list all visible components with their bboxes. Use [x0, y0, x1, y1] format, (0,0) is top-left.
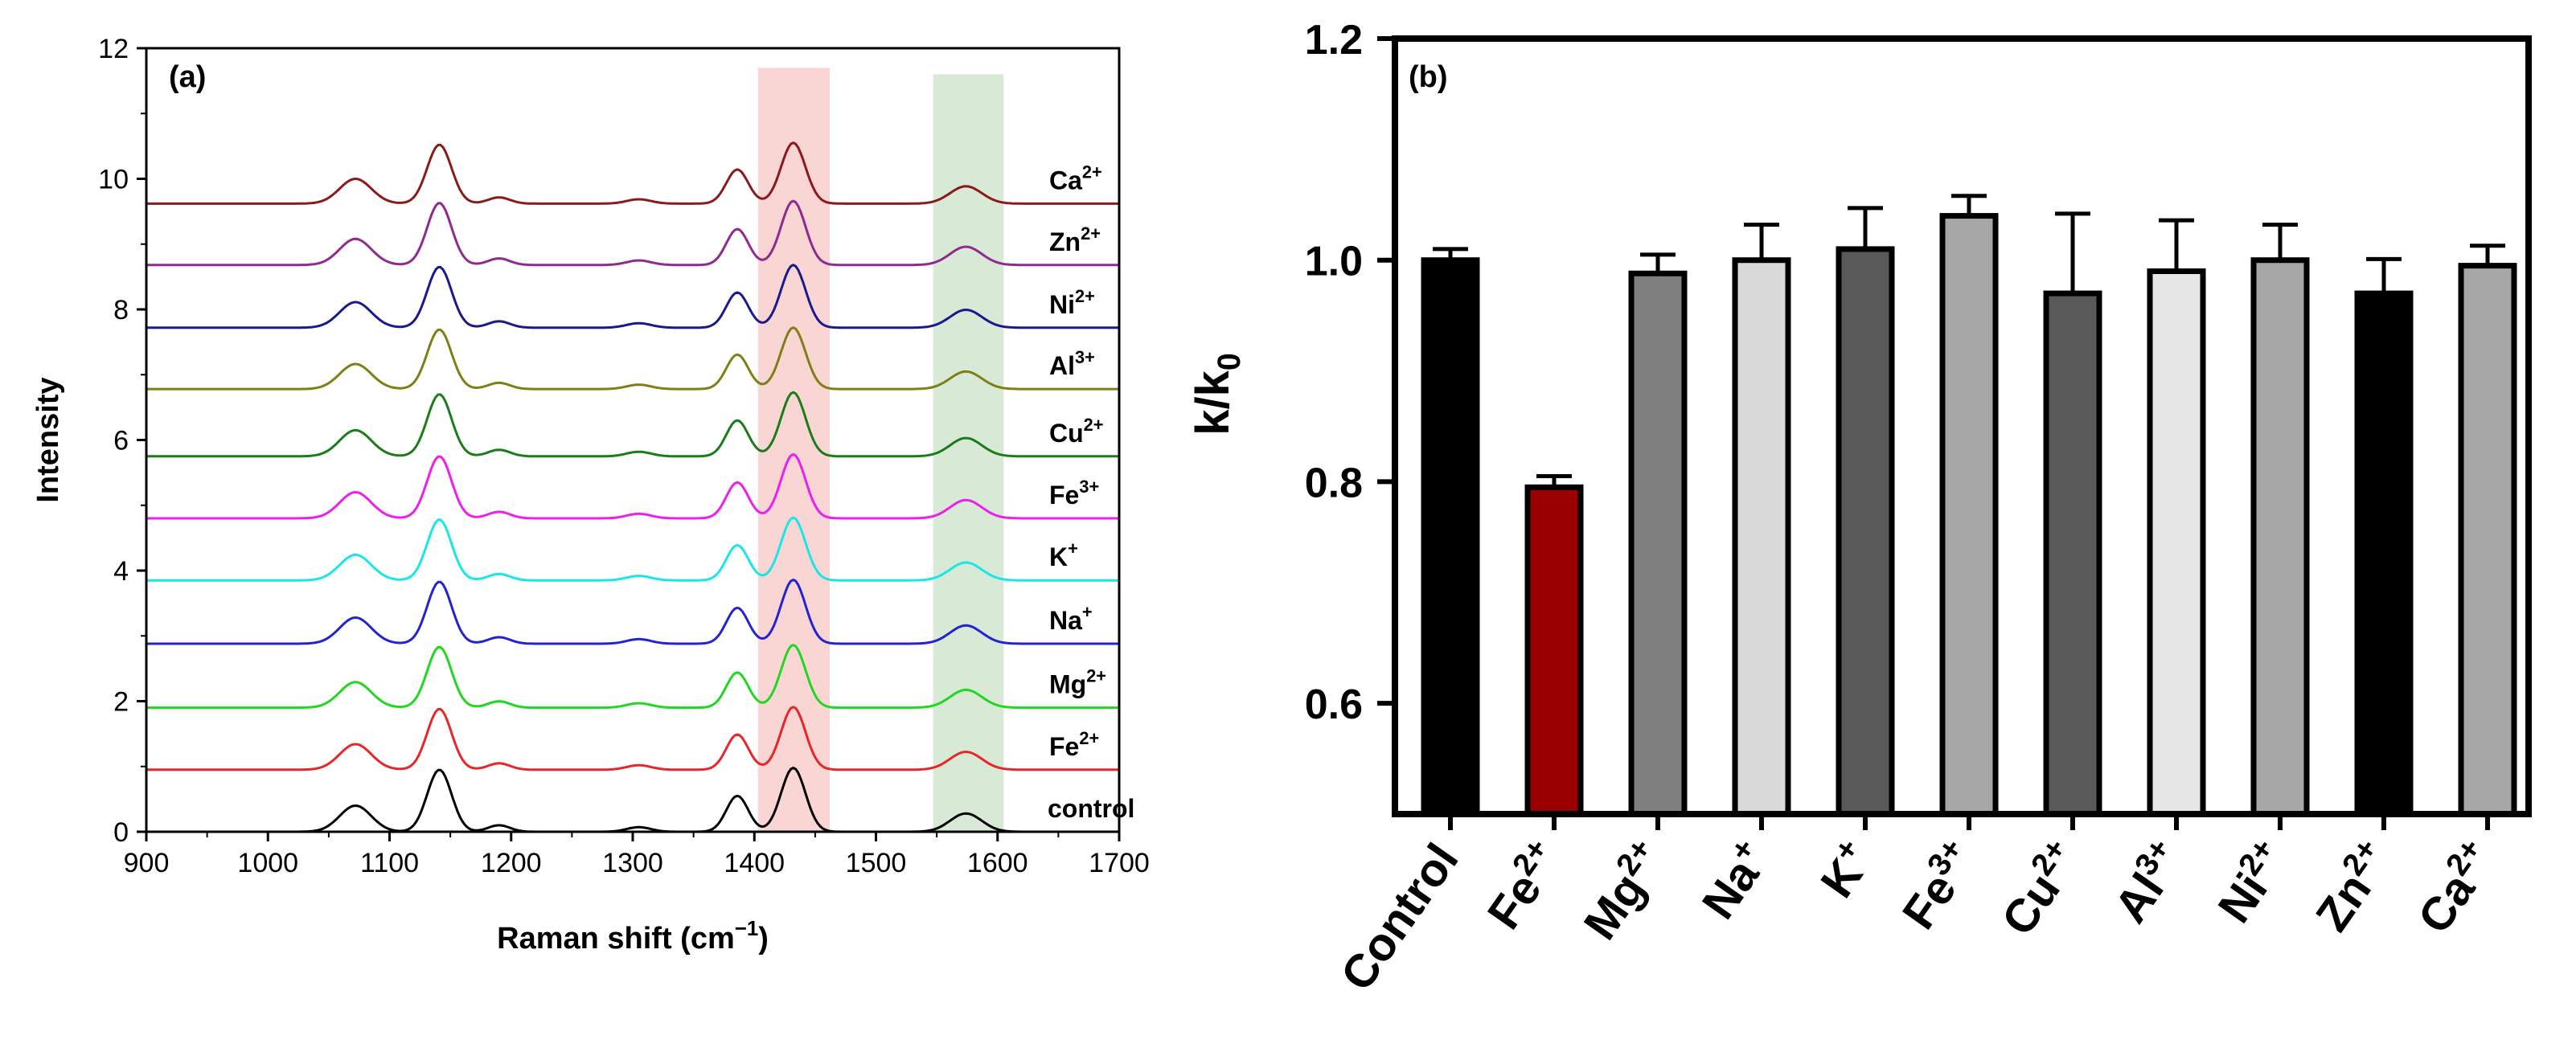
panel-b-plot-frame — [1392, 35, 2532, 817]
y-tick-label-6: 12 — [98, 34, 129, 64]
y-tick-label-0: 0 — [113, 817, 129, 848]
x-tick-label-7: 1600 — [967, 848, 1028, 878]
spectrum-line-9 — [146, 199, 1119, 267]
category-label-2: Mg2+ — [1570, 832, 1676, 949]
series-label-10: Ca2+ — [1049, 162, 1102, 194]
spectrum-line-2 — [146, 643, 1119, 710]
y-tick-label-b-3: 1.2 — [1305, 17, 1363, 63]
y-tick-label-b-2: 1.0 — [1305, 239, 1363, 285]
x-tick-label-8: 1700 — [1089, 848, 1150, 878]
category-label-1: Fe2+ — [1475, 832, 1573, 938]
bar-1 — [1524, 484, 1584, 817]
spectrum-line-8 — [146, 264, 1119, 329]
category-label-9: Zn2+ — [2303, 832, 2402, 940]
panel-a-label: (a) — [169, 60, 206, 94]
x-tick-label-6: 1500 — [846, 848, 907, 878]
bar-9 — [2354, 290, 2414, 817]
category-label-4: K+ — [1807, 832, 1884, 907]
x-axis-label: Raman shift (cm−1) — [497, 918, 769, 956]
series-label-4: K+ — [1049, 538, 1078, 571]
x-axis-categories: Control Fe2+Mg2+ Na+ K+Fe3+Cu2+Al3+Ni2+Zn2+… — [1331, 814, 2506, 1000]
x-tick-label-5: 1400 — [724, 848, 785, 878]
highlight-band-1 — [933, 74, 1004, 832]
y-axis-label-b: k/k0 — [1187, 353, 1247, 436]
category-label-8: Ni2+ — [2205, 832, 2298, 931]
series-label-9: Zn2+ — [1049, 223, 1101, 256]
bar-4 — [1836, 246, 1895, 817]
bar-2 — [1628, 270, 1688, 817]
spectrum-line-3 — [146, 578, 1119, 645]
series-label-5: Fe3+ — [1049, 477, 1099, 510]
error-bars — [1433, 194, 2505, 488]
spectrum-line-4 — [146, 516, 1119, 582]
x-tick-label-2: 1100 — [360, 848, 419, 878]
panel-b-rate-ratio-bars: 0.6 0.8 1.0 1.2 Control Fe2+Mg2+ Na+ K+Fe3+Cu2… — [1187, 17, 2532, 1000]
y-axis-ticks-b: 0.6 0.8 1.0 1.2 — [1305, 17, 1395, 728]
y-tick-label-1: 2 — [113, 687, 129, 718]
y-tick-label-5: 10 — [98, 165, 129, 195]
x-tick-label-1: 1000 — [237, 848, 298, 878]
spectrum-line-7 — [146, 326, 1119, 391]
y-axis-ticks: 0 2 4 6 8 10 12 — [98, 34, 146, 848]
bar-7 — [2147, 268, 2206, 817]
category-label-10: Ca2+ — [2405, 832, 2506, 943]
series-label-0: control — [1048, 794, 1134, 823]
x-tick-label-4: 1300 — [602, 848, 663, 878]
series-label-1: Fe2+ — [1049, 728, 1099, 761]
y-tick-label-4: 8 — [113, 295, 129, 325]
bars — [1421, 213, 2517, 817]
y-tick-label-b-0: 0.6 — [1305, 681, 1363, 728]
series-label-6: Cu2+ — [1049, 415, 1103, 448]
x-axis-ticks: 900 1000 1100 1200 1300 1400 1500 1600 1700 — [124, 832, 1150, 878]
bar-0 — [1421, 257, 1480, 817]
series-label-3: Na+ — [1049, 602, 1093, 635]
bar-5 — [1939, 213, 1999, 817]
category-label-0: Control — [1331, 834, 1469, 1000]
category-label-5: Fe3+ — [1889, 832, 1987, 938]
category-label-6: Cu2+ — [1988, 832, 2090, 944]
spectrum-line-6 — [146, 391, 1119, 458]
bar-8 — [2250, 257, 2310, 817]
series-ion-labels: control Fe2+ Mg2+ Na+ K+ Fe3+ Cu2+ Al3+ Ni2+ Zn2+… — [1048, 162, 1134, 823]
x-tick-label-0: 900 — [124, 848, 170, 878]
x-tick-label-3: 1200 — [481, 848, 542, 878]
spectrum-line-5 — [146, 452, 1119, 520]
series-label-8: Ni2+ — [1049, 286, 1095, 319]
category-label-3: Na+ — [1689, 832, 1780, 928]
y-tick-label-b-1: 0.8 — [1305, 460, 1363, 506]
panel-a-raman-spectra: 900 1000 1100 1200 1300 1400 1500 1600 1700 0 2 4 6… — [31, 34, 1150, 956]
spectra-lines — [146, 141, 1119, 833]
series-label-2: Mg2+ — [1049, 666, 1106, 699]
category-label-7: Al3+ — [2101, 832, 2194, 931]
bar-6 — [2043, 290, 2102, 817]
bar-10 — [2458, 263, 2517, 817]
series-label-7: Al3+ — [1049, 347, 1095, 380]
spectrum-line-10 — [146, 141, 1119, 205]
y-tick-label-3: 6 — [113, 426, 129, 456]
highlight-bands — [757, 68, 1004, 832]
spectrum-line-1 — [146, 706, 1119, 771]
panel-b-label: (b) — [1409, 60, 1448, 94]
bar-3 — [1732, 257, 1791, 817]
y-tick-label-2: 4 — [113, 556, 129, 587]
y-axis-label: Intensity — [31, 377, 65, 502]
